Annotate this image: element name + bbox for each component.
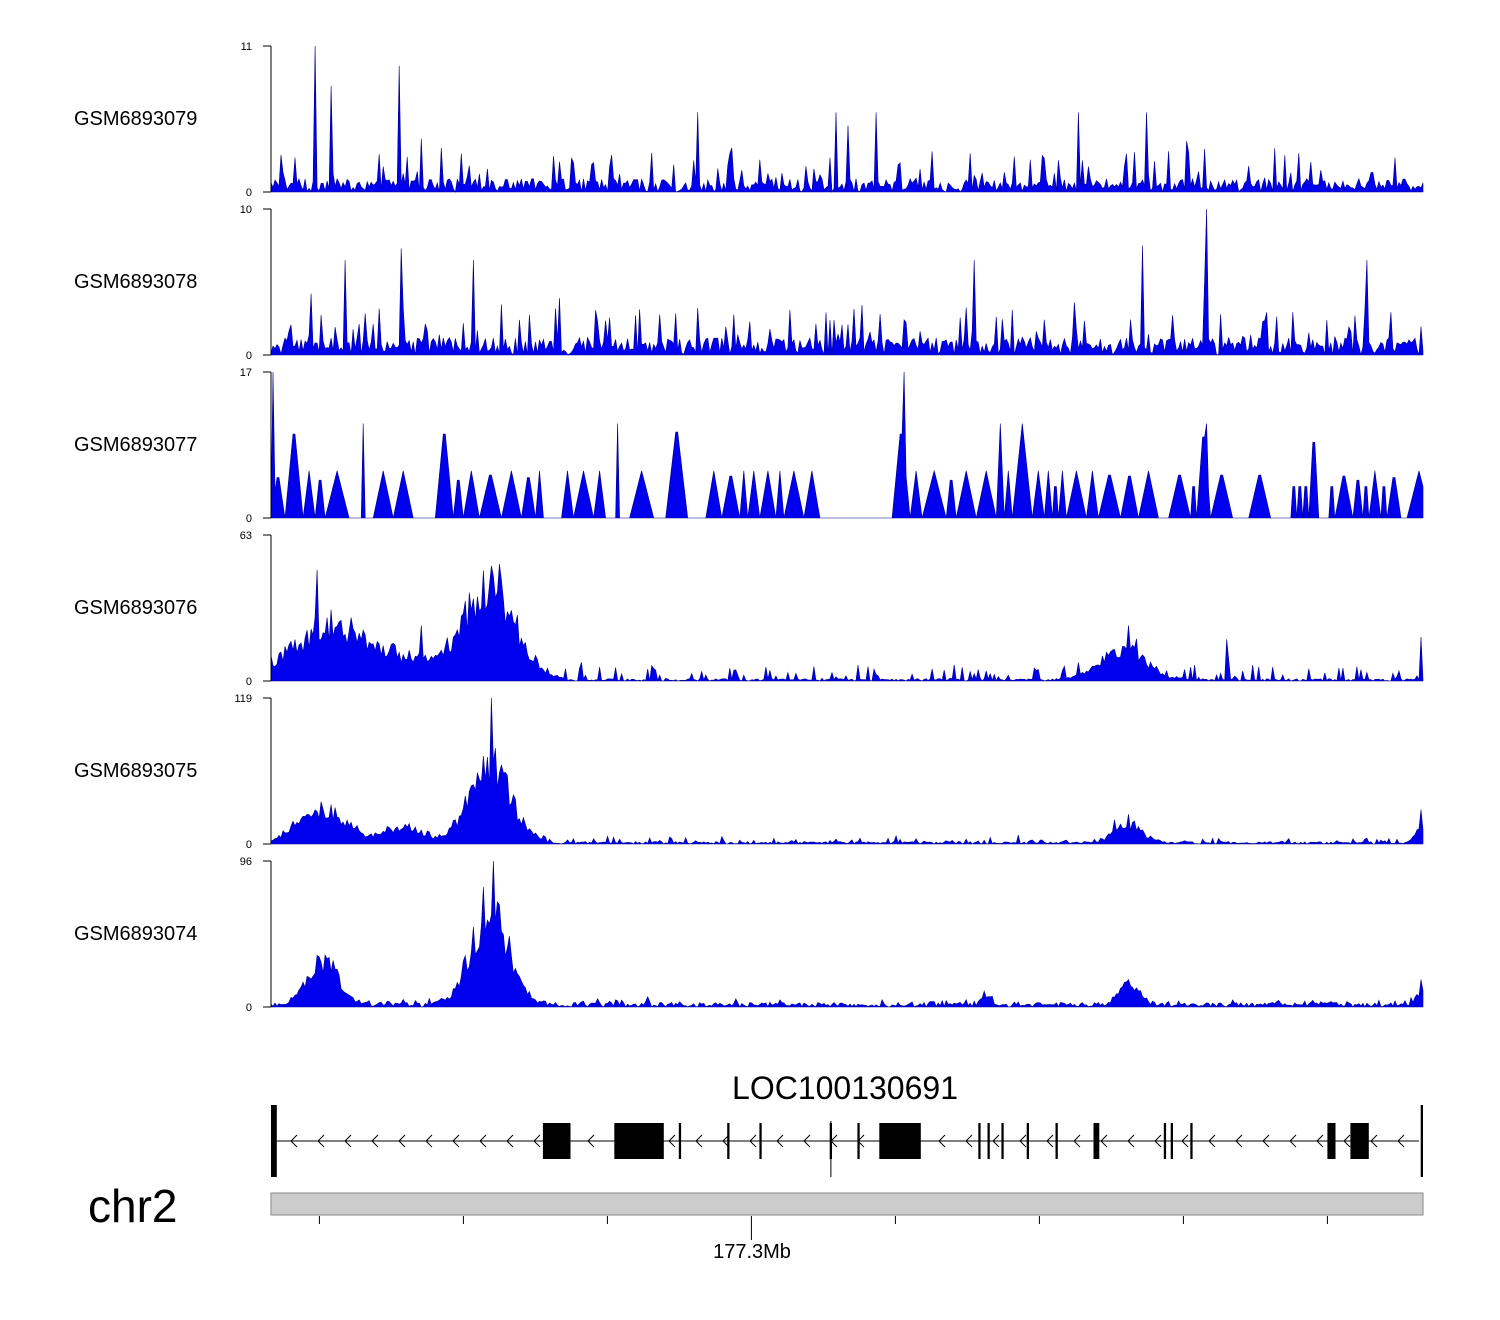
track-signal-GSM6893077 — [270, 371, 1424, 519]
strand-arrow — [1073, 1134, 1081, 1148]
gene-exon — [1420, 1105, 1423, 1177]
gene-exon — [1350, 1123, 1369, 1159]
strand-arrow — [533, 1134, 541, 1148]
strand-arrow — [587, 1134, 595, 1148]
track-ymin-label: 0 — [246, 513, 252, 525]
track-signal-GSM6893079 — [270, 45, 1424, 193]
strand-arrow — [938, 1134, 946, 1148]
strand-arrow — [965, 1134, 973, 1148]
gene-exon — [1055, 1123, 1058, 1159]
gene-exon — [727, 1123, 730, 1159]
strand-arrow — [1235, 1134, 1243, 1148]
strand-arrow — [479, 1134, 487, 1148]
gene-track: LOC100130691 — [271, 1070, 1423, 1177]
strand-arrow — [695, 1134, 703, 1148]
strand-arrow — [1181, 1134, 1189, 1148]
track-signal-GSM6893076 — [270, 564, 1424, 682]
strand-arrow — [776, 1134, 784, 1148]
strand-arrow — [317, 1134, 325, 1148]
strand-arrow — [1262, 1134, 1270, 1148]
gene-exon — [1001, 1123, 1004, 1159]
track-ymax-label: 63 — [240, 530, 252, 542]
strand-arrow — [722, 1134, 730, 1148]
chromosome-ideogram — [270, 1192, 1424, 1216]
strand-arrow — [452, 1134, 460, 1148]
track-name-label: GSM6893075 — [74, 760, 197, 782]
track-signal-GSM6893078 — [270, 208, 1424, 356]
gene-exon — [542, 1123, 571, 1159]
track-ymin-label: 0 — [246, 187, 252, 199]
gene-exon — [1327, 1123, 1336, 1159]
gene-exon — [1170, 1123, 1173, 1159]
track-ymax-label: 96 — [240, 856, 252, 868]
track-ymax-label: 119 — [234, 693, 252, 705]
gene-exon — [879, 1123, 921, 1159]
track-name-label: GSM6893077 — [74, 434, 197, 456]
strand-arrow — [398, 1134, 406, 1148]
gene-exon — [1163, 1123, 1167, 1159]
gene-exon — [1026, 1123, 1029, 1159]
chromosome-ticks — [318, 1216, 1328, 1240]
track-ymax-label: 10 — [240, 204, 252, 216]
strand-arrow — [1397, 1134, 1405, 1148]
strand-arrow — [668, 1134, 676, 1148]
gene-exon — [987, 1123, 990, 1159]
track-signal-GSM6893074 — [270, 860, 1424, 1008]
gene-exon — [857, 1123, 860, 1159]
gene-exon — [978, 1123, 981, 1159]
gene-exon — [759, 1123, 762, 1159]
strand-arrow — [1208, 1134, 1216, 1148]
strand-arrow — [1370, 1134, 1378, 1148]
strand-arrow — [290, 1134, 298, 1148]
strand-arrow — [1100, 1134, 1108, 1148]
coverage-tracks: 11 0 GSM6893079 10 0 GSM6893078 17 0 GSM6893077 6… — [74, 41, 1424, 1014]
track-ymax-label: 11 — [241, 41, 252, 53]
gene-model — [271, 1105, 1423, 1177]
strand-arrow — [506, 1134, 514, 1148]
track-name-label: GSM6893074 — [74, 923, 197, 945]
strand-arrow — [749, 1134, 757, 1148]
strand-arrow — [1019, 1134, 1027, 1148]
track-ymin-label: 0 — [246, 350, 252, 362]
gene-exon — [1190, 1123, 1193, 1159]
gene-exon — [1093, 1123, 1100, 1159]
track-name-label: GSM6893079 — [74, 108, 197, 130]
gene-exon — [271, 1105, 277, 1177]
track-name-label: GSM6893078 — [74, 271, 197, 293]
chromosome-name-label: chr2 — [88, 1180, 177, 1232]
strand-arrow — [1316, 1134, 1324, 1148]
strand-arrow — [803, 1134, 811, 1148]
track-ymin-label: 0 — [246, 1002, 252, 1014]
gene-exon — [614, 1123, 664, 1159]
strand-arrow — [371, 1134, 379, 1148]
strand-arrow — [992, 1134, 1000, 1148]
track-ymax-label: 17 — [240, 367, 252, 379]
gene-name-label: LOC100130691 — [732, 1070, 958, 1106]
strand-arrow — [1289, 1134, 1297, 1148]
track-ymin-label: 0 — [246, 839, 252, 851]
strand-arrow — [344, 1134, 352, 1148]
track-name-label: GSM6893076 — [74, 597, 197, 619]
chromosome-tick-label: 177.3Mb — [713, 1241, 791, 1263]
track-signal-GSM6893075 — [270, 697, 1424, 845]
chromosome-track: chr2 177.3Mb — [88, 1180, 1424, 1263]
track-ymin-label: 0 — [246, 676, 252, 688]
strand-arrow — [1046, 1134, 1054, 1148]
strand-arrow — [1154, 1134, 1162, 1148]
strand-arrow — [425, 1134, 433, 1148]
gene-exon — [678, 1123, 682, 1159]
strand-arrow — [1127, 1134, 1135, 1148]
strand-arrow — [1343, 1134, 1351, 1148]
